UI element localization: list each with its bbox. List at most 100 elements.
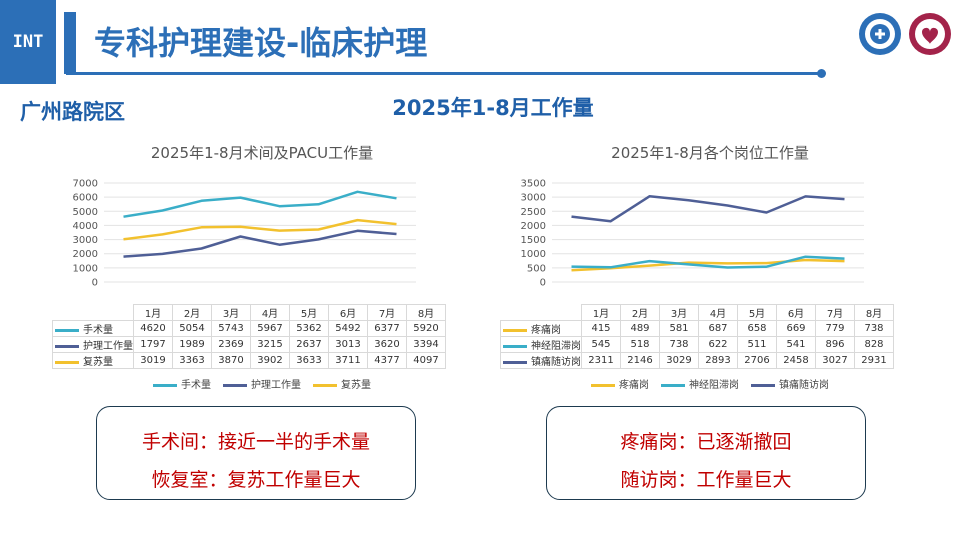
x-tick-label: 1月 — [581, 304, 621, 321]
chart-data-table: 1月 2月 3月 4月 5月 6月 7月 8月 手术量 4620 5054 5743 5967 5362 5… — [52, 304, 446, 369]
x-tick-label: 4月 — [698, 304, 738, 321]
x-tick-label: 8月 — [854, 304, 894, 321]
y-tick-label: 3000 — [521, 193, 546, 204]
x-tick-label: 1月 — [133, 304, 173, 321]
note-line: 随访岗：工作量巨大 — [620, 469, 792, 491]
data-cell: 3215 — [250, 336, 290, 353]
y-tick-label: 5000 — [73, 207, 98, 218]
department-logo-icon — [909, 13, 951, 55]
chart-data-table: 1月 2月 3月 4月 5月 6月 7月 8月 疼痛岗 415 489 581 687 658 669 779… — [500, 304, 894, 369]
table-header-row: 1月 2月 3月 4月 5月 6月 7月 8月 — [53, 304, 446, 321]
data-cell: 3870 — [211, 352, 251, 369]
data-cell: 2311 — [581, 352, 621, 369]
data-cell: 622 — [698, 336, 738, 353]
y-tick-label: 0 — [540, 278, 546, 289]
x-tick-label: 2月 — [620, 304, 660, 321]
chart-or-pacu-workload: 2025年1-8月术间及PACU工作量 0 1000 2000 3000 4000 500… — [52, 130, 472, 400]
data-cell: 545 — [581, 336, 621, 353]
table-row: 镇痛随访岗 2311 2146 3029 2893 2706 2458 3027 2931 — [500, 352, 894, 369]
legend-item: 护理工作量 — [223, 380, 301, 391]
chart-plot-area: 0 1000 2000 3000 4000 5000 6000 7000 — [73, 179, 416, 289]
section-tag: INT — [0, 0, 56, 84]
data-cell: 5920 — [406, 320, 446, 337]
data-cell: 489 — [620, 320, 660, 337]
y-tick-label: 3500 — [521, 179, 546, 190]
data-cell: 3902 — [250, 352, 290, 369]
table-row: 护理工作量 1797 1989 2369 3215 2637 3013 3620 3394 — [52, 336, 446, 353]
data-cell: 828 — [854, 336, 894, 353]
data-cell: 4377 — [367, 352, 407, 369]
data-cell: 5054 — [172, 320, 212, 337]
series-label: 护理工作量 — [52, 336, 134, 353]
data-cell: 3027 — [815, 352, 855, 369]
data-cell: 6377 — [367, 320, 407, 337]
data-cell: 3029 — [659, 352, 699, 369]
x-tick-label: 5月 — [289, 304, 329, 321]
chart-legend: 疼痛岗 神经阻滞岗 镇痛随访岗 — [500, 376, 920, 391]
series-line-1 — [571, 255, 845, 269]
data-cell: 3711 — [328, 352, 368, 369]
x-tick-label: 7月 — [367, 304, 407, 321]
data-cell: 896 — [815, 336, 855, 353]
data-cell: 2369 — [211, 336, 251, 353]
series-label: 疼痛岗 — [500, 320, 582, 337]
data-cell: 518 — [620, 336, 660, 353]
section-subtitle: 2025年1-8月工作量 — [392, 96, 594, 120]
table-row: 神经阻滞岗 545 518 738 622 511 541 896 828 — [500, 336, 894, 353]
note-box-right: 疼痛岗：已逐渐撤回 随访岗：工作量巨大 — [546, 406, 866, 500]
note-line: 疼痛岗：已逐渐撤回 — [620, 431, 792, 453]
x-tick-label: 6月 — [776, 304, 816, 321]
chart-title: 2025年1-8月术间及PACU工作量 — [150, 144, 374, 162]
y-tick-label: 2500 — [521, 207, 546, 218]
y-tick-label: 1500 — [521, 235, 546, 246]
x-tick-label: 3月 — [659, 304, 699, 321]
x-tick-label: 2月 — [172, 304, 212, 321]
data-cell: 4097 — [406, 352, 446, 369]
data-cell: 779 — [815, 320, 855, 337]
series-line-1 — [123, 229, 397, 258]
legend-item: 手术量 — [153, 380, 211, 391]
y-tick-label: 4000 — [73, 221, 98, 232]
data-cell: 669 — [776, 320, 816, 337]
series-label: 镇痛随访岗 — [500, 352, 582, 369]
data-cell: 738 — [854, 320, 894, 337]
series-line-0 — [123, 190, 397, 218]
table-row: 疼痛岗 415 489 581 687 658 669 779 738 — [500, 320, 894, 337]
title-underline-dot — [817, 69, 826, 78]
y-tick-label: 3000 — [73, 235, 98, 246]
data-cell: 2893 — [698, 352, 738, 369]
y-tick-label: 500 — [527, 263, 546, 274]
chart-plot-area: 0 500 1000 1500 2000 2500 3000 3500 — [521, 179, 864, 289]
note-line: 手术间：接近一半的手术量 — [141, 431, 370, 453]
data-cell: 2637 — [289, 336, 329, 353]
note-box-left: 手术间：接近一半的手术量 恢复室：复苏工作量巨大 — [96, 406, 416, 500]
table-row: 手术量 4620 5054 5743 5967 5362 5492 6377 5920 — [52, 320, 446, 337]
x-tick-label: 5月 — [737, 304, 777, 321]
data-cell: 5492 — [328, 320, 368, 337]
y-tick-label: 6000 — [73, 193, 98, 204]
y-tick-label: 2000 — [73, 249, 98, 260]
y-tick-label: 0 — [92, 278, 98, 289]
x-tick-label: 7月 — [815, 304, 855, 321]
data-cell: 5967 — [250, 320, 290, 337]
data-cell: 415 — [581, 320, 621, 337]
data-cell: 3394 — [406, 336, 446, 353]
y-tick-label: 1000 — [521, 249, 546, 260]
y-tick-label: 1000 — [73, 263, 98, 274]
data-cell: 3013 — [328, 336, 368, 353]
x-tick-label: 8月 — [406, 304, 446, 321]
data-cell: 581 — [659, 320, 699, 337]
data-cell: 658 — [737, 320, 777, 337]
data-cell: 511 — [737, 336, 777, 353]
x-tick-label: 3月 — [211, 304, 251, 321]
data-cell: 541 — [776, 336, 816, 353]
data-cell: 5743 — [211, 320, 251, 337]
data-cell: 1989 — [172, 336, 212, 353]
chart-title: 2025年1-8月各个岗位工作量 — [611, 144, 809, 162]
y-tick-label: 7000 — [73, 179, 98, 190]
series-label: 手术量 — [52, 320, 134, 337]
data-cell: 3620 — [367, 336, 407, 353]
legend-item: 疼痛岗 — [591, 380, 649, 391]
series-label: 复苏量 — [52, 352, 134, 369]
data-cell: 738 — [659, 336, 699, 353]
